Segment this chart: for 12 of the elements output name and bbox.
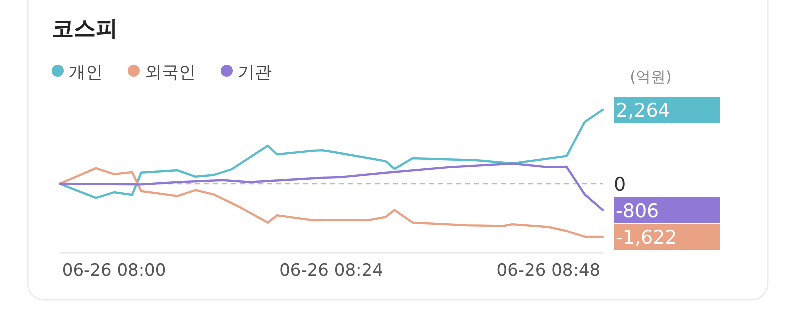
y-axis-title: (억원) xyxy=(630,68,672,86)
data-label: -1,622 xyxy=(616,227,678,249)
ref-line-label: 0 xyxy=(614,174,626,196)
x-tick-label: 06-26 08:48 xyxy=(496,261,601,281)
legend-label: 개인 xyxy=(69,63,103,83)
data-label: 2,264 xyxy=(616,100,670,122)
legend-label: 기관 xyxy=(238,63,272,83)
chart-title: 코스피 xyxy=(52,17,118,42)
data-label: -806 xyxy=(616,200,660,222)
x-tick-label: 06-26 08:00 xyxy=(62,261,166,281)
x-tick-label: 06-26 08:24 xyxy=(280,261,384,281)
legend-label: 외국인 xyxy=(145,63,196,83)
